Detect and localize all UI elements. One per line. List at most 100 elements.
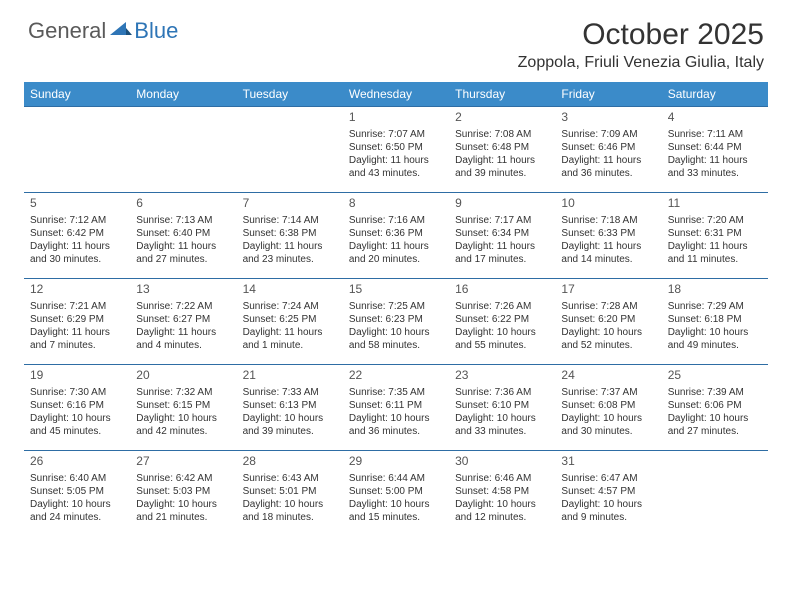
calendar-cell: 10 Sunrise: 7:18 AM Sunset: 6:33 PM Dayli… xyxy=(555,193,661,279)
calendar-cell: 1Sunrise: 7:07 AM Sunset: 6:50 PM Daylig… xyxy=(343,107,449,193)
calendar-cell xyxy=(237,107,343,193)
day-number: 11 xyxy=(668,196,762,212)
day-header: Thursday xyxy=(449,82,555,107)
day-number: 3 xyxy=(561,110,655,126)
calendar-cell: 22Sunrise: 7:35 AM Sunset: 6:11 PM Dayli… xyxy=(343,365,449,451)
calendar-cell: 6Sunrise: 7:13 AM Sunset: 6:40 PM Daylig… xyxy=(130,193,236,279)
day-details: Sunrise: 7:33 AM Sunset: 6:13 PM Dayligh… xyxy=(243,386,337,438)
day-number: 20 xyxy=(136,368,230,384)
day-number: 17 xyxy=(561,282,655,298)
day-number: 26 xyxy=(30,454,124,470)
day-details: Sunrise: 6:44 AM Sunset: 5:00 PM Dayligh… xyxy=(349,472,443,524)
day-number: 21 xyxy=(243,368,337,384)
day-header: Monday xyxy=(130,82,236,107)
day-number: 29 xyxy=(349,454,443,470)
day-details: Sunrise: 7:21 AM Sunset: 6:29 PM Dayligh… xyxy=(30,300,124,352)
calendar-table: Sunday Monday Tuesday Wednesday Thursday… xyxy=(24,82,768,537)
triangle-icon xyxy=(110,20,132,38)
calendar-cell: 12 Sunrise: 7:21 AM Sunset: 6:29 PM Dayli… xyxy=(24,279,130,365)
day-details: Sunrise: 7:08 AM Sunset: 6:48 PM Dayligh… xyxy=(455,128,549,180)
day-details: Sunrise: 6:40 AM Sunset: 5:05 PM Dayligh… xyxy=(30,472,124,524)
day-details: Sunrise: 7:16 AM Sunset: 6:36 PM Dayligh… xyxy=(349,214,443,266)
calendar-cell xyxy=(662,451,768,537)
day-number: 30 xyxy=(455,454,549,470)
calendar-cell: 26 Sunrise: 6:40 AM Sunset: 5:05 PM Dayli… xyxy=(24,451,130,537)
calendar: Sunday Monday Tuesday Wednesday Thursday… xyxy=(0,78,792,537)
day-details: Sunrise: 7:18 AM Sunset: 6:33 PM Dayligh… xyxy=(561,214,655,266)
day-number: 13 xyxy=(136,282,230,298)
day-number: 7 xyxy=(243,196,337,212)
calendar-cell: 23 Sunrise: 7:36 AM Sunset: 6:10 PM Dayli… xyxy=(449,365,555,451)
day-header-row: Sunday Monday Tuesday Wednesday Thursday… xyxy=(24,82,768,107)
logo-text-blue: Blue xyxy=(134,18,178,44)
day-details: Sunrise: 7:25 AM Sunset: 6:23 PM Dayligh… xyxy=(349,300,443,352)
day-details: Sunrise: 7:39 AM Sunset: 6:06 PM Dayligh… xyxy=(668,386,762,438)
header: General Blue October 2025 Zoppola, Friul… xyxy=(0,0,792,78)
calendar-row: 1Sunrise: 7:07 AM Sunset: 6:50 PM Daylig… xyxy=(24,107,768,193)
day-details: Sunrise: 7:07 AM Sunset: 6:50 PM Dayligh… xyxy=(349,128,443,180)
calendar-cell: 13 Sunrise: 7:22 AM Sunset: 6:27 PM Dayli… xyxy=(130,279,236,365)
calendar-cell: 4 Sunrise: 7:11 AM Sunset: 6:44 PM Daylig… xyxy=(662,107,768,193)
day-number: 5 xyxy=(30,196,124,212)
day-header: Wednesday xyxy=(343,82,449,107)
day-details: Sunrise: 7:24 AM Sunset: 6:25 PM Dayligh… xyxy=(243,300,337,352)
day-number: 28 xyxy=(243,454,337,470)
calendar-cell xyxy=(24,107,130,193)
calendar-cell: 19Sunrise: 7:30 AM Sunset: 6:16 PM Dayli… xyxy=(24,365,130,451)
day-details: Sunrise: 7:29 AM Sunset: 6:18 PM Dayligh… xyxy=(668,300,762,352)
calendar-cell: 8 Sunrise: 7:16 AM Sunset: 6:36 PM Daylig… xyxy=(343,193,449,279)
day-details: Sunrise: 7:36 AM Sunset: 6:10 PM Dayligh… xyxy=(455,386,549,438)
day-details: Sunrise: 7:35 AM Sunset: 6:11 PM Dayligh… xyxy=(349,386,443,438)
day-details: Sunrise: 6:42 AM Sunset: 5:03 PM Dayligh… xyxy=(136,472,230,524)
calendar-cell: 18 Sunrise: 7:29 AM Sunset: 6:18 PM Dayli… xyxy=(662,279,768,365)
page-title: October 2025 xyxy=(518,18,764,52)
day-number: 6 xyxy=(136,196,230,212)
calendar-cell: 15Sunrise: 7:25 AM Sunset: 6:23 PM Dayli… xyxy=(343,279,449,365)
calendar-cell: 28Sunrise: 6:43 AM Sunset: 5:01 PM Dayli… xyxy=(237,451,343,537)
day-number: 10 xyxy=(561,196,655,212)
day-number: 24 xyxy=(561,368,655,384)
day-number: 8 xyxy=(349,196,443,212)
day-number: 14 xyxy=(243,282,337,298)
day-details: Sunrise: 7:12 AM Sunset: 6:42 PM Dayligh… xyxy=(30,214,124,266)
day-details: Sunrise: 7:09 AM Sunset: 6:46 PM Dayligh… xyxy=(561,128,655,180)
calendar-cell: 2 Sunrise: 7:08 AM Sunset: 6:48 PM Daylig… xyxy=(449,107,555,193)
calendar-cell: 21 Sunrise: 7:33 AM Sunset: 6:13 PM Dayli… xyxy=(237,365,343,451)
day-details: Sunrise: 6:46 AM Sunset: 4:58 PM Dayligh… xyxy=(455,472,549,524)
logo-text-general: General xyxy=(28,18,106,44)
calendar-cell: 31Sunrise: 6:47 AM Sunset: 4:57 PM Dayli… xyxy=(555,451,661,537)
calendar-cell: 24Sunrise: 7:37 AM Sunset: 6:08 PM Dayli… xyxy=(555,365,661,451)
day-number: 19 xyxy=(30,368,124,384)
calendar-row: 26 Sunrise: 6:40 AM Sunset: 5:05 PM Dayli… xyxy=(24,451,768,537)
calendar-cell: 9Sunrise: 7:17 AM Sunset: 6:34 PM Daylig… xyxy=(449,193,555,279)
day-details: Sunrise: 7:20 AM Sunset: 6:31 PM Dayligh… xyxy=(668,214,762,266)
day-header: Tuesday xyxy=(237,82,343,107)
calendar-cell: 20 Sunrise: 7:32 AM Sunset: 6:15 PM Dayli… xyxy=(130,365,236,451)
calendar-cell: 3 Sunrise: 7:09 AM Sunset: 6:46 PM Daylig… xyxy=(555,107,661,193)
calendar-cell: 17Sunrise: 7:28 AM Sunset: 6:20 PM Dayli… xyxy=(555,279,661,365)
day-number: 2 xyxy=(455,110,549,126)
calendar-cell xyxy=(130,107,236,193)
calendar-row: 12 Sunrise: 7:21 AM Sunset: 6:29 PM Dayli… xyxy=(24,279,768,365)
day-header: Sunday xyxy=(24,82,130,107)
calendar-cell: 5 Sunrise: 7:12 AM Sunset: 6:42 PM Daylig… xyxy=(24,193,130,279)
day-number: 31 xyxy=(561,454,655,470)
calendar-cell: 16Sunrise: 7:26 AM Sunset: 6:22 PM Dayli… xyxy=(449,279,555,365)
title-block: October 2025 Zoppola, Friuli Venezia Giu… xyxy=(518,18,764,72)
day-details: Sunrise: 7:22 AM Sunset: 6:27 PM Dayligh… xyxy=(136,300,230,352)
calendar-cell: 25 Sunrise: 7:39 AM Sunset: 6:06 PM Dayli… xyxy=(662,365,768,451)
day-details: Sunrise: 7:32 AM Sunset: 6:15 PM Dayligh… xyxy=(136,386,230,438)
day-details: Sunrise: 7:26 AM Sunset: 6:22 PM Dayligh… xyxy=(455,300,549,352)
day-number: 4 xyxy=(668,110,762,126)
location-label: Zoppola, Friuli Venezia Giulia, Italy xyxy=(518,54,764,72)
day-number: 18 xyxy=(668,282,762,298)
day-details: Sunrise: 7:11 AM Sunset: 6:44 PM Dayligh… xyxy=(668,128,762,180)
day-header: Friday xyxy=(555,82,661,107)
day-number: 27 xyxy=(136,454,230,470)
day-number: 12 xyxy=(30,282,124,298)
day-number: 25 xyxy=(668,368,762,384)
calendar-row: 19Sunrise: 7:30 AM Sunset: 6:16 PM Dayli… xyxy=(24,365,768,451)
calendar-cell: 7Sunrise: 7:14 AM Sunset: 6:38 PM Daylig… xyxy=(237,193,343,279)
calendar-row: 5 Sunrise: 7:12 AM Sunset: 6:42 PM Daylig… xyxy=(24,193,768,279)
day-number: 23 xyxy=(455,368,549,384)
